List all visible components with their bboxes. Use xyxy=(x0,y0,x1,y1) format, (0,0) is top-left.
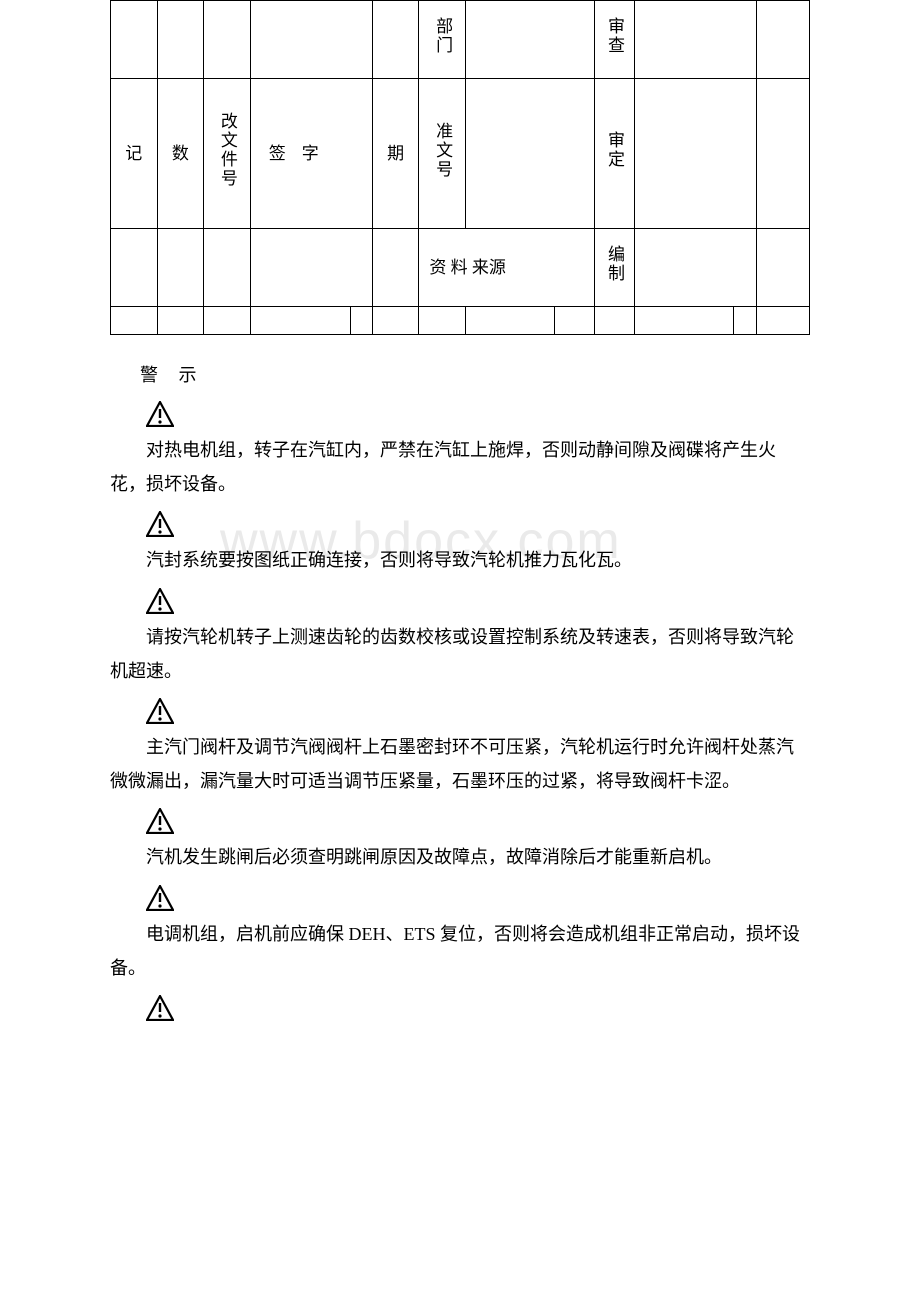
cell-r3c5 xyxy=(372,229,419,307)
warning-text: 电调机组，启机前应确保 DEH、ETS 复位，否则将会造成机组非正常启动，损坏设… xyxy=(110,917,810,985)
warning-icon xyxy=(146,588,174,614)
label-approve: 审定 xyxy=(602,131,626,169)
cell-r3c2 xyxy=(157,229,204,307)
cell-r4c4b xyxy=(350,307,372,335)
cell-r4c6 xyxy=(419,307,466,335)
cell-r2c7 xyxy=(466,79,595,229)
cell-r3c3 xyxy=(204,229,251,307)
cell-r2c6: 准文号 xyxy=(419,79,466,229)
cell-r3c6: 资 料 来源 xyxy=(419,229,594,307)
cell-r3c4 xyxy=(250,229,372,307)
cell-r4c10 xyxy=(756,307,809,335)
cell-r1c4 xyxy=(250,1,372,79)
warning-icon xyxy=(146,401,174,427)
warning-text: 对热电机组，转子在汽缸内，严禁在汽缸上施焊，否则动静间隙及阀碟将产生火花，损坏设… xyxy=(110,433,810,501)
cell-r1c6: 部门 xyxy=(419,1,466,79)
warning-text: 请按汽轮机转子上测速齿轮的齿数校核或设置控制系统及转速表，否则将导致汽轮机超速。 xyxy=(110,620,810,688)
cell-r1c9 xyxy=(634,1,756,79)
cell-r4c7a xyxy=(466,307,555,335)
warning-icon xyxy=(146,698,174,724)
header-table: 部门 审查 记 数 改文件号 签字 期 准文号 审定 资 料 来源 编制 xyxy=(110,0,810,335)
warning-heading: 警 示 xyxy=(140,361,810,387)
label-shu: 数 xyxy=(172,144,189,163)
cell-r1c8: 审查 xyxy=(594,1,634,79)
cell-r2c10 xyxy=(756,79,809,229)
cell-r3c9 xyxy=(634,229,756,307)
label-ji: 记 xyxy=(125,144,142,163)
cell-r1c2 xyxy=(157,1,204,79)
cell-r2c2: 数 xyxy=(157,79,204,229)
warning-icon xyxy=(146,511,174,537)
cell-r1c10 xyxy=(756,1,809,79)
cell-r4c7b xyxy=(554,307,594,335)
label-review: 审查 xyxy=(602,17,626,55)
cell-r4c5 xyxy=(372,307,419,335)
cell-r2c1: 记 xyxy=(111,79,158,229)
cell-r1c3 xyxy=(204,1,251,79)
label-changefile: 改文件号 xyxy=(215,112,239,188)
label-date: 期 xyxy=(387,144,404,163)
label-source: 资 料 来源 xyxy=(429,258,506,277)
warning-icon xyxy=(146,808,174,834)
cell-r3c8: 编制 xyxy=(594,229,634,307)
cell-r4c9b xyxy=(734,307,756,335)
label-compile: 编制 xyxy=(602,245,626,283)
cell-r2c4: 签字 xyxy=(250,79,372,229)
warning-text: 主汽门阀杆及调节汽阀阀杆上石墨密封环不可压紧，汽轮机运行时允许阀杆处蒸汽微微漏出… xyxy=(110,730,810,798)
warning-icon xyxy=(146,995,174,1021)
cell-r2c5: 期 xyxy=(372,79,419,229)
cell-r1c7 xyxy=(466,1,595,79)
cell-r2c8: 审定 xyxy=(594,79,634,229)
cell-r4c1 xyxy=(111,307,158,335)
cell-r2c3: 改文件号 xyxy=(204,79,251,229)
cell-r4c9a xyxy=(634,307,734,335)
warning-text: 汽机发生跳闸后必须查明跳闸原因及故障点，故障消除后才能重新启机。 xyxy=(110,840,810,874)
cell-r4c2 xyxy=(157,307,204,335)
warning-text: 汽封系统要按图纸正确连接，否则将导致汽轮机推力瓦化瓦。 xyxy=(110,543,810,577)
label-dept: 部门 xyxy=(430,17,454,55)
cell-r4c3 xyxy=(204,307,251,335)
cell-r1c1 xyxy=(111,1,158,79)
cell-r4c4a xyxy=(250,307,350,335)
cell-r3c10 xyxy=(756,229,809,307)
label-approvefile: 准文号 xyxy=(430,122,454,179)
warning-icon xyxy=(146,885,174,911)
label-sign: 签字 xyxy=(259,136,329,172)
cell-r3c1 xyxy=(111,229,158,307)
cell-r4c8 xyxy=(594,307,634,335)
cell-r2c9 xyxy=(634,79,756,229)
cell-r1c5 xyxy=(372,1,419,79)
